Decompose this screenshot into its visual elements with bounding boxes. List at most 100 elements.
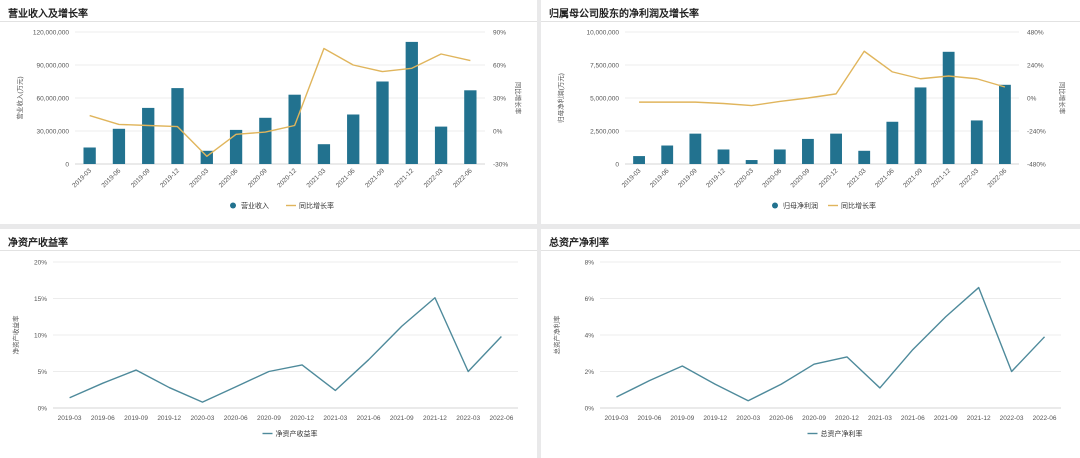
x-tick-label: 2022-06 [489, 415, 513, 422]
x-tick-label: 2021-06 [357, 415, 381, 422]
legend-label: 营业收入 [241, 201, 269, 210]
y-tick-label: 60,000,000 [36, 95, 69, 102]
x-tick-label: 2020-12 [290, 415, 314, 422]
x-tick-label: 2019-12 [157, 415, 181, 422]
x-tick-label: 2019-03 [621, 167, 643, 189]
y-tick-label: 2% [585, 369, 595, 376]
title-divider [0, 250, 537, 251]
x-tick-label: 2021-09 [390, 415, 414, 422]
bar [886, 121, 899, 164]
y-tick-label: 120,000,000 [33, 29, 70, 36]
x-tick-label: 2020-12 [276, 167, 298, 189]
y2-tick-label: 240% [1027, 62, 1044, 69]
bar [942, 51, 955, 164]
x-tick-label: 2022-06 [1033, 415, 1057, 422]
x-tick-label: 2021-12 [393, 167, 415, 189]
bar [288, 94, 301, 164]
bar [661, 145, 674, 164]
bar [405, 41, 418, 164]
net-profit-chart: 0 2,500,000 5,000,000 7,500,000 10,000,000 -4… [556, 29, 1067, 210]
y-tick-label: 5% [38, 369, 48, 376]
bar [914, 87, 927, 164]
bar [773, 149, 786, 164]
x-tick-label: 2021-12 [930, 167, 952, 189]
bar [999, 84, 1011, 164]
x-tick-label: 2020-03 [736, 415, 760, 422]
x-tick-label: 2021-06 [874, 167, 896, 189]
bar [858, 150, 871, 164]
roe-panel: 净资产收益率 0% 5% 10% 15% 20% 净资产收益率 2019-03 2019-06… [0, 229, 537, 458]
x-tick-label: 2020-03 [188, 167, 210, 189]
bar [317, 144, 331, 164]
chart-title: 归属母公司股东的净利润及增长率 [549, 9, 699, 20]
legend-marker [230, 202, 236, 209]
y-tick-label: 5,000,000 [590, 95, 619, 102]
x-tick-label: 2022-06 [452, 167, 474, 189]
x-tick-label: 2019-12 [705, 167, 727, 189]
y2-axis-title: 同比增长率 [1058, 82, 1067, 115]
series-line [89, 47, 471, 158]
x-tick-label: 2021-09 [364, 167, 386, 189]
bar [142, 107, 155, 164]
series-line [639, 50, 1006, 107]
legend-label: 同比增长率 [299, 201, 334, 210]
y-tick-label: 10% [34, 332, 47, 339]
y-axis-title: 净资产收益率 [11, 315, 20, 355]
y-tick-label: 0 [615, 161, 619, 168]
chart-title: 营业收入及增长率 [8, 9, 88, 20]
x-tick-label: 2019-03 [71, 167, 93, 189]
y2-tick-label: -30% [493, 161, 508, 168]
y-tick-label: 7,500,000 [590, 62, 619, 69]
y-tick-label: 4% [585, 332, 595, 339]
net-profit-panel: 归属母公司股东的净利润及增长率 0 2,500,000 5,000,000 7,500… [541, 0, 1080, 224]
bar [970, 120, 983, 164]
x-tick-label: 2019-03 [58, 415, 82, 422]
x-tick-label: 2022-03 [1000, 415, 1024, 422]
x-tick-label: 2021-12 [967, 415, 991, 422]
bar [83, 147, 96, 164]
y2-tick-label: 60% [493, 62, 506, 69]
x-tick-label: 2019-12 [159, 167, 181, 189]
y-tick-label: 6% [585, 296, 595, 303]
y-tick-label: 0% [38, 405, 48, 412]
y2-tick-label: -480% [1027, 161, 1046, 168]
title-divider [0, 21, 537, 22]
x-tick-label: 2021-03 [306, 167, 328, 189]
legend-label: 总资产净利率 [821, 429, 863, 438]
x-tick-label: 2020-03 [733, 167, 755, 189]
x-tick-label: 2020-09 [802, 415, 826, 422]
y-axis-title: 归母净利润(万元) [556, 73, 565, 123]
x-tick-label: 2020-03 [191, 415, 215, 422]
y-tick-label: 15% [34, 296, 47, 303]
roa-chart: 0% 2% 4% 6% 8% 总资产净利率 2019-03 2019-06 2019-09 201… [552, 259, 1061, 438]
roa-panel: 总资产净利率 0% 2% 4% 6% 8% 总资产净利率 2019-03 2019-06 201… [541, 229, 1080, 458]
x-tick-label: 2020-12 [818, 167, 840, 189]
series-line [69, 297, 502, 403]
x-tick-label: 2021-06 [901, 415, 925, 422]
x-tick-label: 2020-06 [224, 415, 248, 422]
x-tick-label: 2021-12 [423, 415, 447, 422]
x-tick-label: 2020-06 [218, 167, 240, 189]
x-tick-label: 2021-09 [934, 415, 958, 422]
series-line [616, 286, 1046, 402]
y2-tick-label: 480% [1027, 29, 1044, 36]
y-tick-label: 8% [585, 259, 595, 266]
x-tick-label: 2019-06 [101, 167, 123, 189]
x-tick-label: 2020-06 [769, 415, 793, 422]
x-tick-label: 2019-09 [670, 415, 694, 422]
title-divider [541, 250, 1080, 251]
x-tick-label: 2022-03 [958, 167, 980, 189]
bar [229, 129, 243, 164]
y-tick-label: 20% [34, 259, 47, 266]
revenue-panel: 营业收入及增长率 0 30,000,000 60,000,000 90,000,000… [0, 0, 537, 224]
y2-axis-title: 同比增长率 [514, 82, 523, 115]
y-tick-label: 10,000,000 [586, 29, 619, 36]
bar [347, 114, 360, 164]
legend-marker [772, 202, 778, 209]
y-tick-label: 90,000,000 [36, 62, 69, 69]
y-tick-label: 30,000,000 [36, 128, 69, 135]
chart-title: 总资产净利率 [549, 238, 609, 249]
x-tick-label: 2019-06 [91, 415, 115, 422]
y-tick-label: 0 [65, 161, 69, 168]
y-tick-label: 2,500,000 [590, 128, 619, 135]
